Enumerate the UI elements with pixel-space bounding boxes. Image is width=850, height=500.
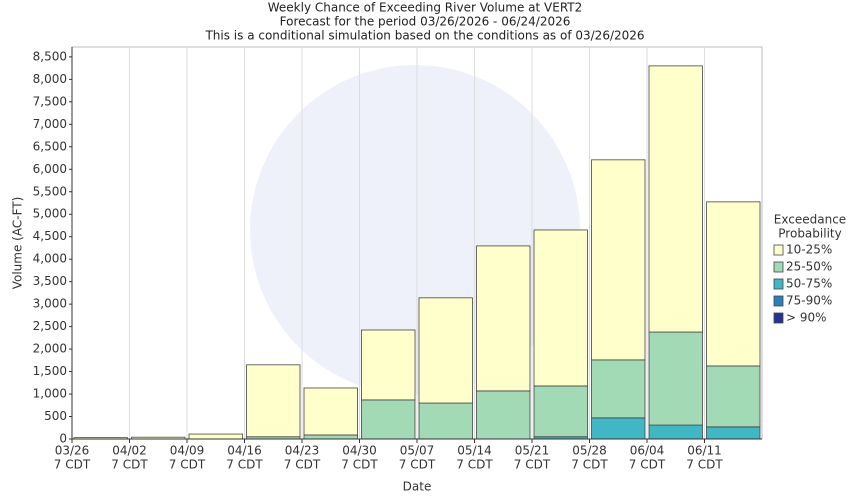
bar-segment <box>361 329 416 401</box>
chart-title: Weekly Chance of Exceeding River Volume … <box>268 1 583 15</box>
bar-segment <box>533 385 588 438</box>
bar-segment <box>533 229 588 387</box>
legend-label: > 90% <box>786 311 827 325</box>
x-tick-label: 05/28 <box>572 444 607 458</box>
y-tick-label: 6,500 <box>33 139 67 153</box>
bar-segment <box>246 364 301 438</box>
x-tick-label: 05/07 <box>400 444 435 458</box>
y-tick-label: 7,000 <box>33 117 67 131</box>
x-tick-label: 7 CDT <box>284 458 321 472</box>
y-tick-label: 500 <box>44 409 67 423</box>
legend-swatch <box>773 295 784 307</box>
x-tick-label: 7 CDT <box>169 458 206 472</box>
x-axis-label: Date <box>403 480 432 494</box>
x-tick-label: 7 CDT <box>399 458 436 472</box>
x-tick-label: 7 CDT <box>514 458 551 472</box>
bar-segment <box>476 390 531 440</box>
legend-title: Exceedance <box>774 213 846 227</box>
bar-segment <box>648 65 703 333</box>
y-tick-label: 2,000 <box>33 342 67 356</box>
y-tick-label: 6,000 <box>33 162 67 176</box>
bar-segment <box>418 402 473 440</box>
bar-segment <box>418 297 473 404</box>
x-tick-label: 04/02 <box>112 444 147 458</box>
x-tick-label: 04/16 <box>227 444 262 458</box>
y-axis-label: Volume (AC-FT) <box>11 197 25 290</box>
y-tick-label: 3,500 <box>33 274 67 288</box>
bar-segment <box>303 434 358 440</box>
legend-label: 25-50% <box>786 260 832 274</box>
bar-segment <box>706 426 761 440</box>
x-tick-label: 05/14 <box>457 444 492 458</box>
x-tick-label: 7 CDT <box>341 458 378 472</box>
x-tick-label: 7 CDT <box>456 458 493 472</box>
legend-swatch <box>773 244 784 256</box>
bar-segment <box>706 365 761 428</box>
x-tick-label: 03/26 <box>55 444 90 458</box>
y-tick-label: 4,500 <box>33 229 67 243</box>
x-tick-label: 06/04 <box>630 444 665 458</box>
x-tick-label: 04/30 <box>342 444 377 458</box>
legend-label: 75-90% <box>786 294 832 308</box>
legend-label: 50-75% <box>786 277 832 291</box>
y-tick-label: 5,000 <box>33 207 67 221</box>
x-tick-label: 7 CDT <box>629 458 666 472</box>
x-tick-label: 7 CDT <box>54 458 91 472</box>
chart-subtitle: This is a conditional simulation based o… <box>204 29 644 43</box>
x-tick-label: 06/11 <box>687 444 722 458</box>
x-tick-label: 04/09 <box>170 444 205 458</box>
x-tick-label: 7 CDT <box>571 458 608 472</box>
bar-segment <box>591 159 646 361</box>
y-tick-label: 5,500 <box>33 184 67 198</box>
legend-title: Probability <box>778 227 841 241</box>
y-tick-label: 2,500 <box>33 319 67 333</box>
chart-subtitle: Forecast for the period 03/26/2026 - 06/… <box>280 15 571 29</box>
y-tick-label: 8,500 <box>33 49 67 63</box>
bar-segment <box>591 417 646 440</box>
bar-segment <box>591 359 646 419</box>
x-tick-label: 7 CDT <box>686 458 723 472</box>
y-tick-label: 0 <box>59 432 67 446</box>
legend-swatch <box>773 278 784 290</box>
bar-segment <box>476 245 531 392</box>
y-tick-label: 4,000 <box>33 252 67 266</box>
x-tick-label: 04/23 <box>285 444 320 458</box>
y-tick-label: 1,000 <box>33 387 67 401</box>
legend-swatch <box>773 261 784 273</box>
x-tick-label: 05/21 <box>515 444 550 458</box>
legend-label: 10-25% <box>786 243 832 257</box>
y-tick-label: 8,000 <box>33 72 67 86</box>
bar-segment <box>648 331 703 426</box>
bar-segment <box>648 424 703 440</box>
y-tick-label: 7,500 <box>33 94 67 108</box>
bar-segment <box>188 433 243 440</box>
x-tick-label: 7 CDT <box>111 458 148 472</box>
y-tick-label: 3,000 <box>33 297 67 311</box>
legend-swatch <box>773 312 784 324</box>
bar-segment <box>303 387 358 436</box>
bar-segment <box>706 201 761 367</box>
bar-segment <box>361 399 416 440</box>
x-tick-label: 7 CDT <box>226 458 263 472</box>
y-tick-label: 1,500 <box>33 364 67 378</box>
